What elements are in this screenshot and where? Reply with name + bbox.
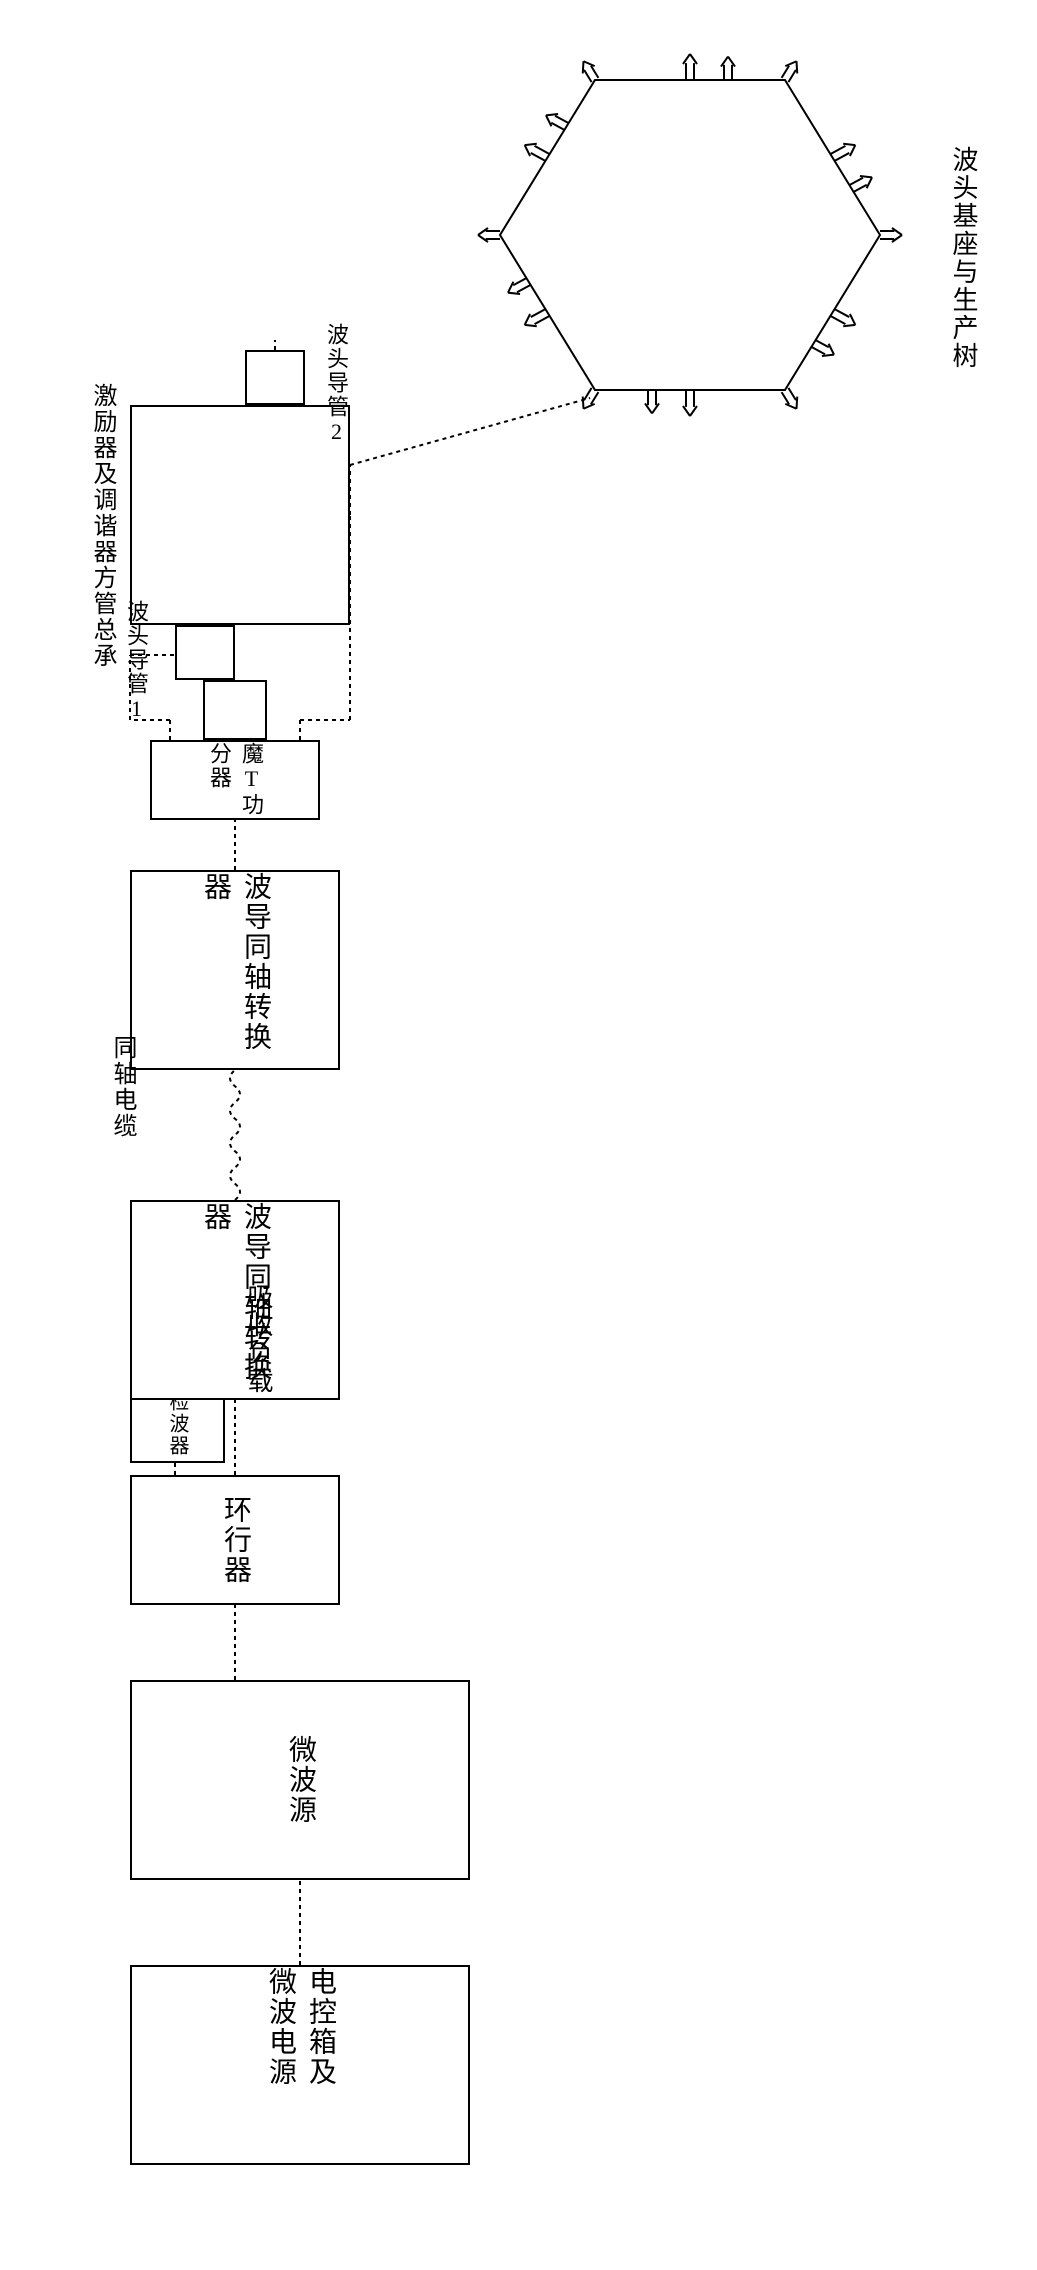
label-guide2: 波头导管2 <box>320 323 352 451</box>
block-source: 微波源 <box>130 1680 470 1880</box>
block-label-detector: 检波器 <box>163 1391 192 1457</box>
label-guide1: 波头导管1 <box>120 600 152 728</box>
block-label-wg_coax_2: 波导同轴转换器 <box>195 872 275 1068</box>
label-hex: 波头基座与生产树 <box>945 146 982 375</box>
block-tuner_body <box>130 405 350 625</box>
block-wg_coax_1: 波导同轴转换器 <box>130 1200 340 1400</box>
label-absorb: 吸收负载 <box>240 1283 277 1400</box>
block-magicT_stub <box>203 680 267 740</box>
block-label-power: 电控箱及微波电源 <box>260 1967 340 2163</box>
block-tuner_stub_l <box>175 625 235 680</box>
block-label-magicT_body: 魔T功分器 <box>203 742 267 818</box>
block-magicT_body: 魔T功分器 <box>150 740 320 820</box>
label-tuner: 激励器及调谐器方管总承 <box>85 383 120 674</box>
block-wg_coax_2: 波导同轴转换器 <box>130 870 340 1070</box>
block-tuner_stub_r <box>245 350 305 405</box>
block-circulator: 环行器 <box>130 1475 340 1605</box>
label-coax_cable: 同轴电缆 <box>105 1035 140 1144</box>
block-label-source: 微波源 <box>280 1735 320 1825</box>
block-power: 电控箱及微波电源 <box>130 1965 470 2165</box>
block-label-circulator: 环行器 <box>215 1495 255 1585</box>
